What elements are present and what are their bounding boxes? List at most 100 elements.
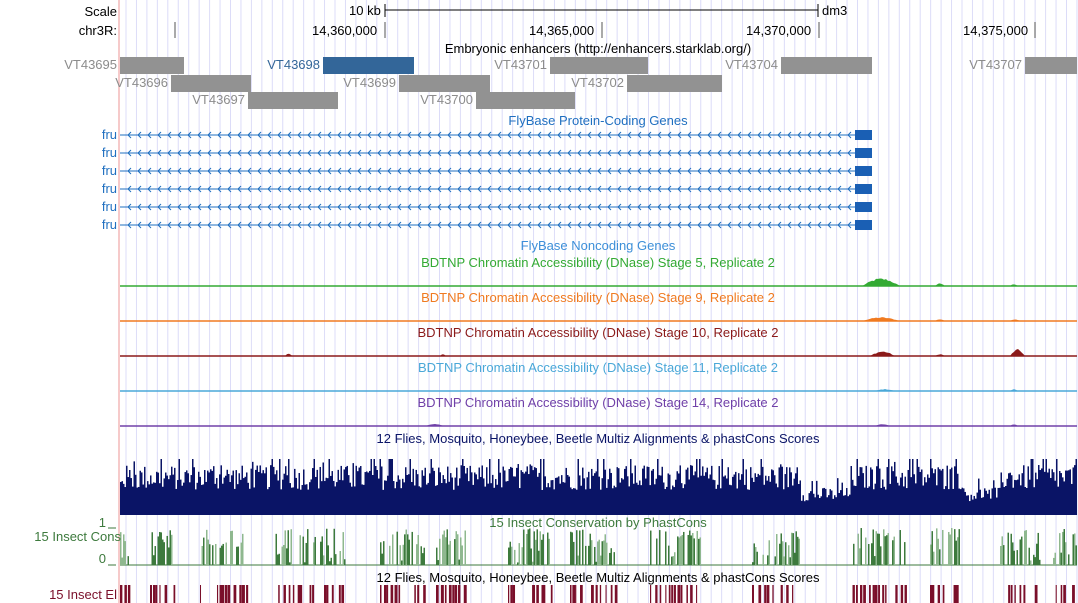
track-title-genes[interactable]: FlyBase Protein-Coding Genes bbox=[508, 113, 688, 128]
cons-bar bbox=[236, 546, 238, 565]
track-title-cons[interactable]: 15 Insect Conservation by PhastCons bbox=[489, 515, 707, 530]
strand-arrow-icon bbox=[717, 167, 722, 175]
multiz-bar bbox=[487, 483, 489, 515]
multiz-bar bbox=[864, 487, 866, 515]
track-title-dnase[interactable]: BDTNP Chromatin Accessibility (DNase) St… bbox=[417, 360, 779, 375]
strand-arrow-icon bbox=[347, 131, 352, 139]
track-title-noncoding[interactable]: FlyBase Noncoding Genes bbox=[520, 238, 676, 253]
elements-track-label[interactable]: 15 Insect El bbox=[49, 587, 117, 602]
multiz-bar bbox=[921, 469, 923, 515]
gene-label[interactable]: fru bbox=[101, 163, 117, 178]
track-title-multiz[interactable]: 12 Flies, Mosquito, Honeybee, Beetle Mul… bbox=[376, 431, 820, 446]
enhancer-label[interactable]: VT43698 bbox=[267, 57, 320, 72]
multiz-bar bbox=[349, 482, 351, 515]
cons-bar bbox=[539, 531, 541, 565]
multiz-bar bbox=[795, 473, 797, 515]
multiz-bar bbox=[247, 482, 249, 515]
strand-arrow-icon bbox=[367, 203, 372, 211]
cons-bar bbox=[1065, 542, 1067, 565]
gene-label[interactable]: fru bbox=[101, 181, 117, 196]
enhancer-label[interactable]: VT43701 bbox=[494, 57, 547, 72]
multiz-bar bbox=[1029, 479, 1031, 515]
enhancer-feature[interactable] bbox=[323, 57, 414, 74]
dnase-peak bbox=[935, 319, 945, 321]
track-title-dnase[interactable]: BDTNP Chromatin Accessibility (DNase) St… bbox=[417, 395, 779, 410]
multiz-bar bbox=[328, 459, 330, 515]
enhancer-feature[interactable] bbox=[627, 74, 722, 92]
enhancer-feature[interactable] bbox=[550, 57, 648, 74]
enhancer-label[interactable]: VT43695 bbox=[64, 57, 117, 72]
enhancer-label[interactable]: VT43696 bbox=[115, 74, 168, 90]
strand-arrow-icon bbox=[557, 203, 562, 211]
multiz-bar bbox=[909, 459, 911, 515]
enhancer-label[interactable]: VT43700 bbox=[420, 92, 473, 107]
strand-arrow-icon bbox=[177, 221, 182, 229]
cons-bar bbox=[591, 540, 593, 565]
conserved-element bbox=[326, 585, 329, 603]
strand-arrow-icon bbox=[647, 149, 652, 157]
cons-bar bbox=[1034, 557, 1036, 565]
track-title-enhancers[interactable]: Embryonic enhancers (http://enhancers.st… bbox=[444, 41, 752, 56]
enhancer-feature[interactable] bbox=[476, 92, 575, 109]
multiz-bar bbox=[142, 484, 144, 515]
enhancer-label[interactable]: VT43699 bbox=[343, 74, 396, 90]
strand-arrow-icon bbox=[387, 149, 392, 157]
multiz-bar bbox=[766, 480, 768, 515]
multiz-bar bbox=[957, 473, 959, 515]
cons-bar bbox=[461, 545, 463, 565]
multiz-bar bbox=[873, 489, 875, 515]
multiz-bar bbox=[997, 487, 999, 515]
multiz-bar bbox=[736, 488, 738, 515]
strand-arrow-icon bbox=[557, 185, 562, 193]
enhancer-label[interactable]: VT43704 bbox=[725, 57, 778, 72]
strand-arrow-icon bbox=[547, 203, 552, 211]
multiz-bar bbox=[813, 493, 815, 515]
multiz-bar bbox=[618, 468, 620, 515]
track-title-dnase[interactable]: BDTNP Chromatin Accessibility (DNase) St… bbox=[421, 255, 775, 270]
strand-arrow-icon bbox=[847, 149, 852, 157]
enhancer-label[interactable]: VT43707 bbox=[969, 57, 1022, 72]
strand-arrow-icon bbox=[617, 221, 622, 229]
track-title-elements[interactable]: 12 Flies, Mosquito, Honeybee, Beetle Mul… bbox=[376, 570, 820, 585]
enhancer-feature[interactable] bbox=[781, 57, 872, 74]
multiz-bar bbox=[400, 488, 402, 515]
gene-label[interactable]: fru bbox=[101, 127, 117, 142]
enhancer-feature[interactable] bbox=[171, 74, 251, 92]
strand-arrow-icon bbox=[157, 185, 162, 193]
gene-label[interactable]: fru bbox=[101, 145, 117, 160]
multiz-bar bbox=[658, 475, 660, 515]
gene-label[interactable]: fru bbox=[101, 217, 117, 232]
cons-bar bbox=[1039, 559, 1041, 565]
enhancer-feature[interactable] bbox=[120, 57, 184, 74]
cons-bar bbox=[1016, 550, 1018, 565]
multiz-bar bbox=[382, 489, 384, 515]
strand-arrow-icon bbox=[837, 167, 842, 175]
strand-arrow-icon bbox=[127, 203, 132, 211]
enhancer-label[interactable]: VT43697 bbox=[192, 92, 245, 107]
cons-track-label[interactable]: 15 Insect Cons bbox=[34, 529, 121, 544]
enhancer-feature[interactable] bbox=[248, 92, 338, 109]
multiz-bar bbox=[598, 476, 600, 515]
enhancer-feature[interactable] bbox=[1025, 57, 1077, 74]
multiz-bar bbox=[691, 465, 693, 515]
multiz-bar bbox=[991, 488, 993, 515]
strand-arrow-icon bbox=[237, 221, 242, 229]
multiz-bar bbox=[717, 484, 719, 515]
strand-arrow-icon bbox=[457, 185, 462, 193]
enhancer-label[interactable]: VT43702 bbox=[571, 74, 624, 90]
multiz-bar bbox=[715, 488, 717, 515]
multiz-bar bbox=[1041, 468, 1043, 515]
cons-bar bbox=[162, 539, 164, 565]
track-title-dnase[interactable]: BDTNP Chromatin Accessibility (DNase) St… bbox=[421, 290, 775, 305]
gene-label[interactable]: fru bbox=[101, 199, 117, 214]
multiz-bar bbox=[577, 459, 579, 515]
cons-bar bbox=[1068, 554, 1070, 565]
multiz-bar bbox=[675, 479, 677, 515]
enhancer-feature[interactable] bbox=[399, 74, 490, 92]
multiz-bar bbox=[771, 469, 773, 515]
multiz-bar bbox=[516, 467, 518, 515]
cons-bar bbox=[693, 538, 695, 565]
track-title-dnase[interactable]: BDTNP Chromatin Accessibility (DNase) St… bbox=[417, 325, 779, 340]
cons-bar bbox=[323, 555, 325, 565]
